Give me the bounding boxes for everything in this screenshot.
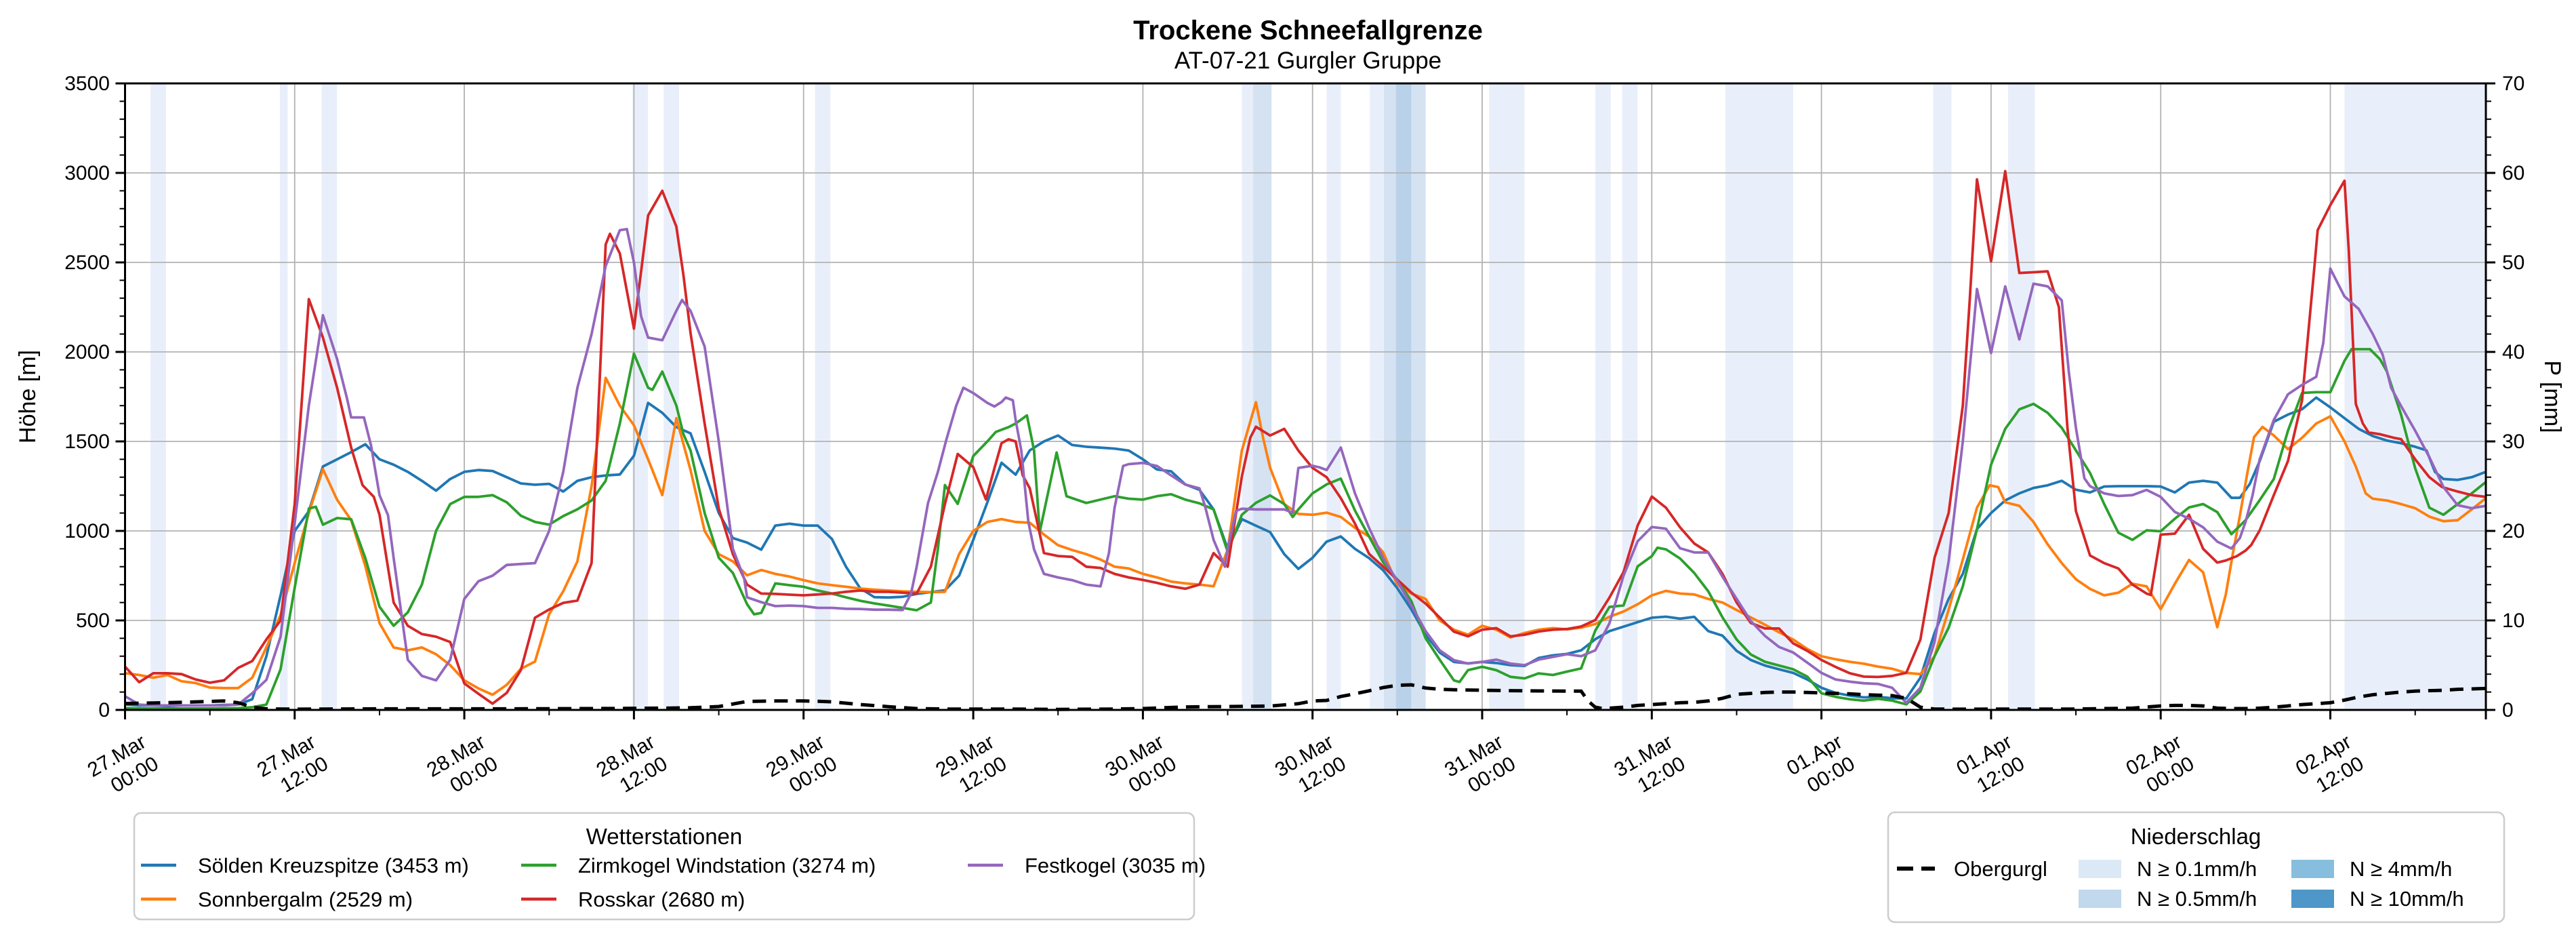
svg-text:Trockene Schneefallgrenze: Trockene Schneefallgrenze (1133, 16, 1483, 45)
svg-text:0: 0 (2502, 699, 2514, 721)
svg-text:3500: 3500 (64, 73, 110, 95)
svg-text:N ≥ 10mm/h: N ≥ 10mm/h (2350, 887, 2464, 911)
svg-text:70: 70 (2502, 73, 2524, 95)
svg-text:Sonnbergalm (2529 m): Sonnbergalm (2529 m) (198, 888, 413, 911)
svg-text:Obergurgl: Obergurgl (1954, 857, 2047, 881)
svg-text:Zirmkogel Windstation (3274 m): Zirmkogel Windstation (3274 m) (578, 854, 876, 877)
svg-text:Wetterstationen: Wetterstationen (586, 824, 743, 849)
svg-text:P [mm]: P [mm] (2539, 360, 2565, 433)
svg-text:N ≥ 0.1mm/h: N ≥ 0.1mm/h (2137, 857, 2257, 881)
svg-text:Niederschlag: Niederschlag (2131, 824, 2262, 849)
svg-text:Sölden Kreuzspitze (3453 m): Sölden Kreuzspitze (3453 m) (198, 854, 469, 877)
svg-text:500: 500 (76, 610, 110, 632)
svg-text:N ≥ 0.5mm/h: N ≥ 0.5mm/h (2137, 887, 2257, 911)
svg-text:1000: 1000 (64, 520, 110, 542)
svg-text:1500: 1500 (64, 431, 110, 453)
svg-text:0: 0 (98, 699, 110, 721)
svg-text:Rosskar (2680 m): Rosskar (2680 m) (578, 888, 745, 911)
svg-text:Festkogel (3035 m): Festkogel (3035 m) (1025, 854, 1206, 877)
svg-text:N ≥ 4mm/h: N ≥ 4mm/h (2350, 857, 2452, 881)
svg-text:50: 50 (2502, 252, 2524, 274)
svg-text:Höhe [m]: Höhe [m] (15, 350, 41, 443)
svg-text:10: 10 (2502, 610, 2524, 632)
svg-text:AT-07-21 Gurgler Gruppe: AT-07-21 Gurgler Gruppe (1174, 47, 1442, 74)
svg-text:2000: 2000 (64, 341, 110, 363)
svg-text:20: 20 (2502, 520, 2524, 542)
svg-text:40: 40 (2502, 341, 2524, 363)
svg-text:30: 30 (2502, 431, 2524, 453)
svg-text:2500: 2500 (64, 252, 110, 274)
svg-text:60: 60 (2502, 162, 2524, 184)
svg-text:3000: 3000 (64, 162, 110, 184)
